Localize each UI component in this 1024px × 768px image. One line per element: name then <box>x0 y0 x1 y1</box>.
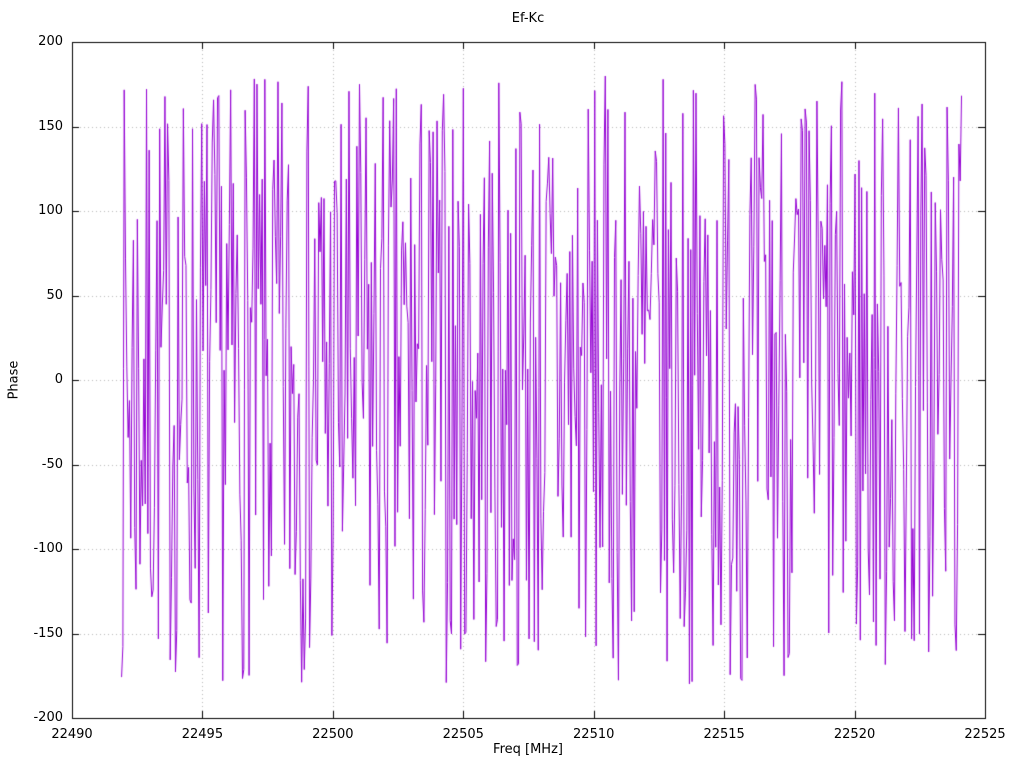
y-tick-label: 50 <box>46 287 63 303</box>
x-tick-label: 22495 <box>181 727 224 742</box>
x-tick-label: 22500 <box>312 727 354 742</box>
x-tick-label: 22515 <box>703 727 745 742</box>
y-tick-label: -150 <box>33 625 63 641</box>
y-tick-label: -100 <box>33 541 63 556</box>
x-axis-label: Freq [MHz] <box>493 742 563 757</box>
y-tick-label: -50 <box>41 456 63 472</box>
plot-title: Ef-Kc <box>511 11 545 26</box>
y-tick-label: 100 <box>38 203 63 218</box>
x-tick-label: 22510 <box>573 727 615 742</box>
y-tick-label: -200 <box>33 710 63 725</box>
x-tick-label: 22490 <box>51 727 93 742</box>
x-tick-label: 22525 <box>964 727 1006 742</box>
y-tick-label: 150 <box>38 118 63 134</box>
y-tick-label: 0 <box>54 372 63 387</box>
y-tick-label: 200 <box>38 34 63 49</box>
x-tick-label: 22505 <box>442 727 484 742</box>
x-tick-label: 22520 <box>833 727 876 742</box>
